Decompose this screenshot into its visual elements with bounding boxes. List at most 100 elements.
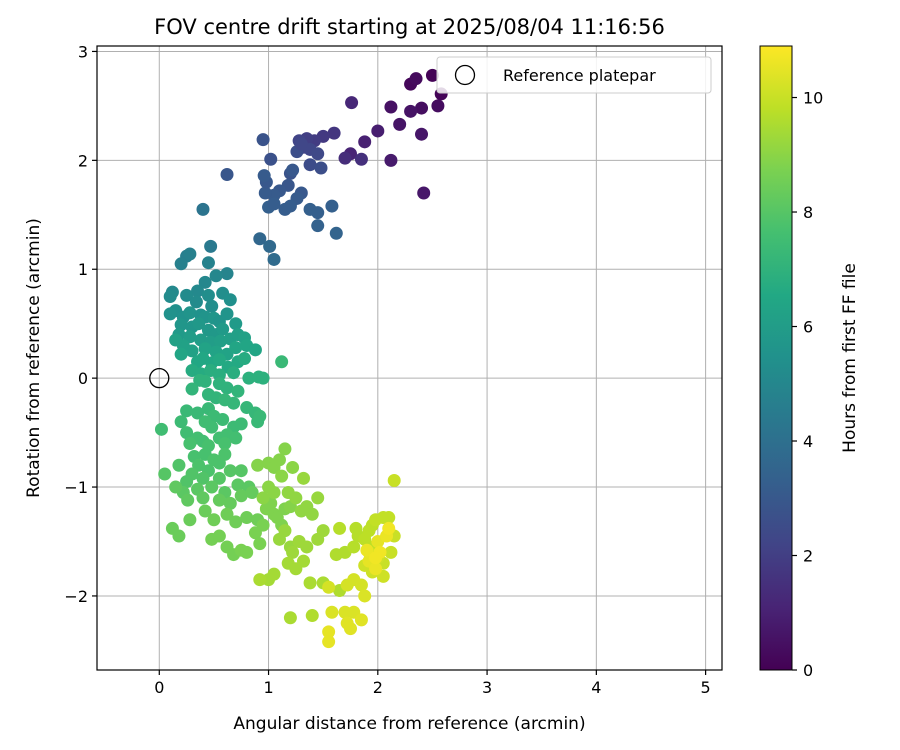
- x-tick-label: 3: [482, 678, 492, 697]
- data-point: [229, 341, 243, 355]
- y-tick-label: −1: [64, 478, 88, 497]
- data-point: [163, 289, 177, 303]
- data-point: [174, 318, 188, 332]
- data-point: [354, 613, 368, 627]
- data-point: [305, 609, 319, 623]
- data-point: [272, 532, 286, 546]
- data-point: [278, 442, 292, 456]
- data-point: [223, 496, 237, 510]
- data-point: [286, 460, 300, 474]
- x-tick-label: 5: [701, 678, 711, 697]
- data-point: [267, 197, 281, 211]
- data-point: [209, 269, 223, 283]
- data-point: [185, 344, 199, 358]
- data-point: [223, 464, 237, 478]
- data-point: [256, 491, 270, 505]
- data-point: [325, 199, 339, 213]
- data-point: [264, 152, 278, 166]
- data-point: [289, 491, 303, 505]
- data-point: [417, 186, 431, 200]
- grid-lines: [97, 46, 722, 670]
- data-point: [314, 161, 328, 175]
- data-point: [322, 580, 336, 594]
- data-point: [220, 381, 234, 395]
- data-point: [294, 137, 308, 151]
- legend-box: [436, 56, 712, 94]
- data-point: [183, 247, 197, 261]
- data-point: [369, 562, 383, 576]
- data-point: [180, 426, 194, 440]
- data-point: [300, 540, 314, 554]
- data-point: [340, 578, 354, 592]
- data-point: [338, 151, 352, 165]
- data-point: [311, 532, 325, 546]
- data-point: [169, 480, 183, 494]
- data-point: [311, 147, 325, 161]
- plot-frame: [96, 45, 723, 671]
- data-point: [231, 384, 245, 398]
- data-point: [415, 127, 429, 141]
- data-point: [213, 334, 227, 348]
- data-point: [212, 353, 226, 367]
- data-point: [253, 537, 267, 551]
- data-point: [322, 635, 336, 649]
- data-point: [223, 293, 237, 307]
- data-point: [347, 540, 361, 554]
- data-point: [358, 135, 372, 149]
- data-point: [158, 467, 172, 481]
- data-point: [245, 485, 259, 499]
- y-tick-label: −2: [64, 587, 88, 606]
- data-point: [180, 288, 194, 302]
- colorbar-label: Hours from first FF file: [840, 263, 860, 453]
- data-point: [333, 521, 347, 535]
- data-point: [220, 507, 234, 521]
- data-point: [251, 458, 265, 472]
- legend-label: Reference platepar: [503, 66, 656, 85]
- data-point: [256, 371, 270, 385]
- data-point: [201, 288, 215, 302]
- data-point: [267, 252, 281, 266]
- data-point: [382, 511, 396, 525]
- data-point: [360, 543, 374, 557]
- data-point: [256, 133, 270, 147]
- data-point: [384, 153, 398, 167]
- data-point: [382, 521, 396, 535]
- data-point: [220, 267, 234, 281]
- data-point: [163, 307, 177, 321]
- data-point: [384, 545, 398, 559]
- data-point: [229, 317, 243, 331]
- data-point: [196, 471, 210, 485]
- x-tick-label: 0: [154, 678, 164, 697]
- data-point: [180, 475, 194, 489]
- data-point: [240, 545, 254, 559]
- data-point: [227, 366, 241, 380]
- data-point: [311, 206, 325, 220]
- data-point: [174, 347, 188, 361]
- data-point: [205, 299, 219, 313]
- data-point: [198, 374, 212, 388]
- data-point: [263, 239, 277, 253]
- data-point: [325, 605, 339, 619]
- data-point: [218, 436, 232, 450]
- data-point: [212, 471, 226, 485]
- y-axis-label: Rotation from reference (arcmin): [24, 218, 44, 498]
- y-axis-ticks: −2 −1 0 1 2 3: [64, 42, 97, 606]
- data-point: [275, 355, 289, 369]
- data-point: [198, 342, 212, 356]
- y-tick-label: 1: [78, 260, 88, 279]
- data-point: [185, 382, 199, 396]
- data-point: [216, 322, 230, 336]
- y-tick-label: 2: [78, 151, 88, 170]
- data-point: [183, 306, 197, 320]
- data-point: [358, 589, 372, 603]
- data-point: [180, 404, 194, 418]
- data-point: [404, 104, 418, 118]
- data-point: [216, 413, 230, 427]
- data-point: [371, 124, 385, 138]
- data-point: [189, 295, 203, 309]
- data-point: [238, 352, 252, 366]
- data-point: [212, 529, 226, 543]
- colorbar-ticks: 0 2 4 6 8 10: [792, 89, 823, 680]
- data-point: [327, 126, 341, 140]
